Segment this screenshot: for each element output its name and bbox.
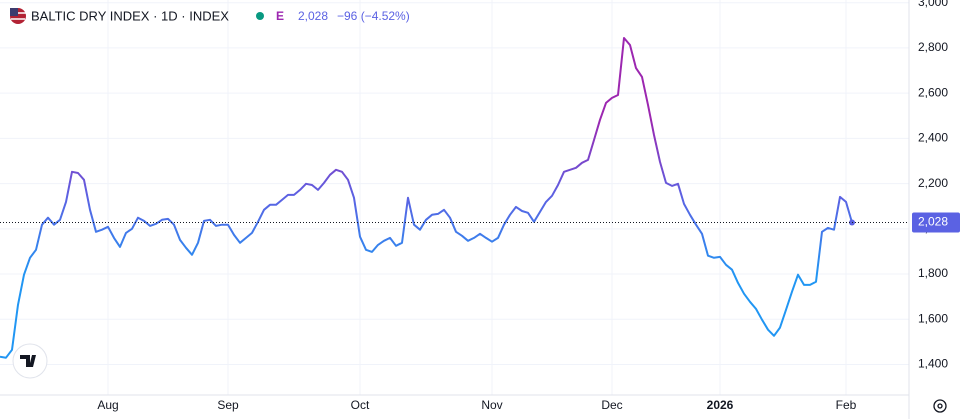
y-tick-label: 1,400	[918, 357, 948, 371]
last-price-tag	[912, 212, 960, 233]
x-tick-label: Dec	[601, 398, 622, 412]
exchange-flag: E	[276, 9, 284, 23]
tv-logo[interactable]	[12, 343, 48, 379]
x-tick-label: Sep	[217, 398, 239, 412]
logo-mark	[20, 355, 36, 367]
flag-canton	[10, 8, 18, 16]
axes: 1,4001,6001,8002,0002,2002,4002,6002,800…	[97, 0, 960, 412]
y-tick-label: 2,200	[918, 176, 948, 190]
y-tick-label: 1,800	[918, 266, 948, 280]
x-tick-label: Aug	[97, 398, 118, 412]
y-tick-label: 2,400	[918, 131, 948, 145]
x-tick-label: 2026	[707, 398, 734, 412]
last-price-label: 2,028	[918, 215, 948, 229]
price-line	[0, 37, 853, 359]
grid	[0, 0, 909, 395]
price: 2,028	[298, 9, 328, 23]
x-tick-label: Oct	[351, 398, 370, 412]
x-tick-label: Feb	[836, 398, 857, 412]
plot	[0, 37, 909, 359]
y-tick-label: 2,600	[918, 85, 948, 99]
market-status	[256, 12, 264, 20]
y-tick-label: 3,000	[918, 0, 948, 9]
gear-outer	[933, 399, 947, 413]
legend-header: BALTIC DRY INDEX · 1D · INDEX E 2,028 −9…	[10, 8, 410, 24]
y-tick-label: 2,800	[918, 40, 948, 54]
price-change: −96 (−4.52%)	[337, 9, 410, 23]
y-tick-label: 1,600	[918, 311, 948, 325]
x-tick-label: Nov	[481, 398, 502, 412]
settings-button[interactable]	[933, 399, 947, 413]
symbol-title: BALTIC DRY INDEX · 1D · INDEX	[31, 8, 229, 23]
gear-inner	[937, 403, 943, 409]
